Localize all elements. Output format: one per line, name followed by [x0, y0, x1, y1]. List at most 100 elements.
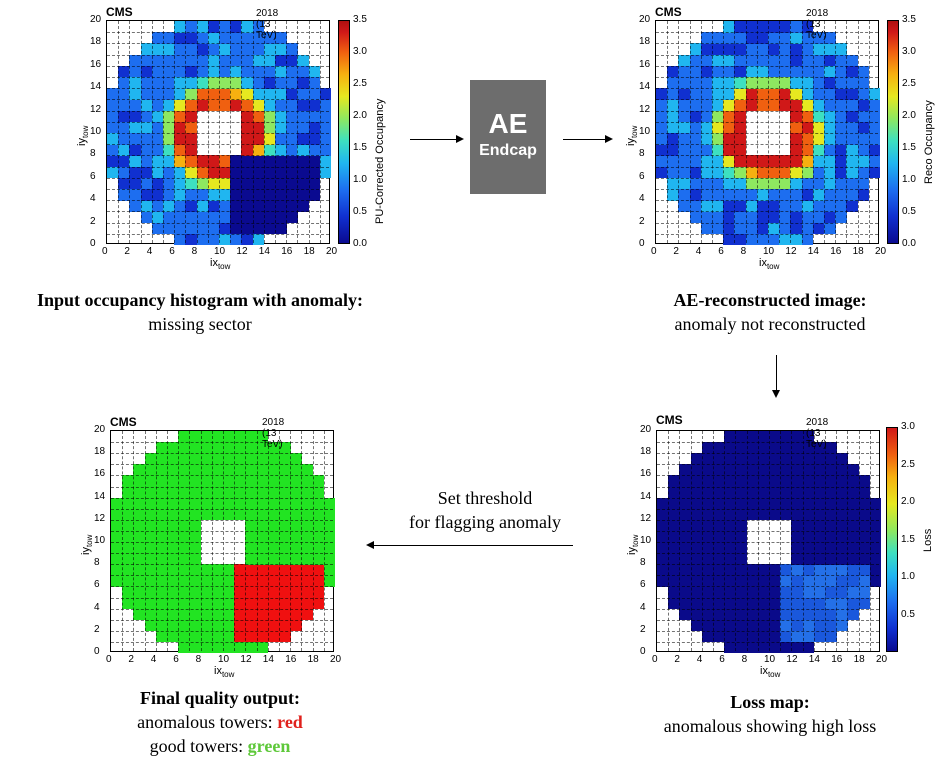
reco-tower: [712, 200, 724, 212]
input-tower: [297, 155, 310, 168]
final-x-axis-title: ixtow: [214, 665, 235, 680]
reco-tower: [801, 177, 814, 190]
loss-tower: [791, 431, 804, 443]
final-tower: [144, 530, 157, 543]
reco-tower: [667, 99, 679, 112]
loss-tower: [791, 508, 804, 521]
reco-y-tick-label: 16: [639, 58, 651, 70]
final-gridline: [189, 431, 191, 651]
loss-tower: [690, 608, 703, 621]
reco-tower: [723, 177, 735, 190]
final-gridline: [323, 431, 326, 651]
final-tower: [223, 475, 235, 487]
reco-tower: [790, 144, 803, 156]
final-tower: [155, 508, 168, 521]
final-tower: [245, 453, 258, 465]
final-tower: [178, 564, 190, 576]
loss-tower: [813, 564, 826, 576]
reco-colorbar-tick-label: 0.0: [902, 238, 916, 249]
final-gridline: [301, 431, 303, 651]
loss-tower: [813, 586, 826, 598]
final-tower: [111, 519, 123, 532]
reco-tower: [824, 65, 836, 78]
loss-tower: [746, 442, 759, 454]
input-gridline: [263, 21, 266, 243]
loss-x-tick-label: 12: [786, 654, 798, 665]
reco-tower: [779, 65, 791, 78]
input-gridline: [219, 21, 221, 243]
input-gridline: [140, 21, 143, 243]
reco-tower: [700, 189, 713, 201]
loss-colorbar-tick-label: 1.0: [901, 571, 915, 582]
reco-tower: [667, 110, 679, 123]
final-x-tick-label: 18: [307, 654, 319, 665]
final-tower: [178, 586, 190, 598]
input-tower: [286, 77, 298, 89]
final-tower: [133, 564, 146, 576]
loss-gridline: [847, 431, 849, 651]
reco-tower: [723, 166, 735, 179]
reco-tower: [812, 43, 825, 56]
loss-tower: [735, 497, 748, 510]
loss-tower: [802, 519, 815, 532]
input-tower: [196, 77, 209, 89]
reco-gridline: [656, 166, 878, 169]
final-tower: [189, 608, 202, 621]
input-colorbar-title: PU-Corrected Occupancy: [374, 98, 386, 224]
loss-tower: [836, 553, 848, 565]
final-tower: [256, 475, 269, 487]
loss-tower: [746, 564, 759, 576]
reco-tower: [857, 166, 870, 179]
final-tower: [267, 575, 280, 587]
reco-gridline: [768, 21, 770, 243]
loss-tower: [836, 464, 848, 476]
input-x-tick-label: 4: [146, 246, 153, 257]
input-tower: [275, 222, 287, 235]
input-gridline: [107, 189, 329, 191]
input-tower: [286, 99, 298, 112]
loss-tower: [780, 453, 792, 465]
final-tower: [223, 564, 235, 576]
input-tower: [252, 77, 265, 89]
reco-y-tick-label: 0: [639, 238, 645, 249]
input-tower: [140, 177, 153, 190]
loss-gridline: [657, 564, 879, 566]
input-tower: [263, 54, 276, 67]
loss-tower: [701, 630, 714, 643]
reco-tower: [779, 177, 791, 190]
loss-tower: [713, 486, 725, 499]
reco-tower: [768, 32, 780, 44]
reco-gridline: [857, 21, 860, 243]
loss-tower: [679, 530, 692, 543]
loss-tower: [847, 464, 860, 476]
loss-tower: [735, 641, 748, 654]
reco-tower: [846, 88, 859, 100]
input-tower: [118, 133, 130, 145]
loss-tower: [713, 497, 725, 510]
loss-tower: [668, 530, 680, 543]
final-y-tick-label: 8: [94, 557, 100, 569]
input-tower: [241, 77, 254, 89]
input-tower: [219, 54, 231, 67]
loss-y-tick-label: 8: [640, 557, 646, 569]
loss-gridline: [657, 575, 879, 577]
final-caption-green: green: [247, 736, 291, 756]
final-tower: [133, 608, 146, 621]
reco-tower: [734, 65, 747, 78]
input-tower: [185, 133, 198, 145]
loss-tower: [769, 619, 781, 632]
loss-tower: [757, 453, 770, 465]
loss-gridline: [657, 586, 879, 588]
final-tower: [245, 586, 258, 598]
reco-x-tick-label: 20: [875, 246, 887, 257]
reco-tower: [846, 166, 859, 179]
reco-tower: [678, 88, 691, 100]
reco-tower: [812, 99, 825, 112]
loss-tower: [713, 553, 725, 565]
loss-tower: [813, 486, 826, 499]
loss-tower: [836, 597, 848, 610]
input-tower: [286, 211, 298, 224]
input-tower: [252, 99, 265, 112]
input-tower: [219, 88, 231, 100]
loss-tower: [825, 586, 837, 598]
